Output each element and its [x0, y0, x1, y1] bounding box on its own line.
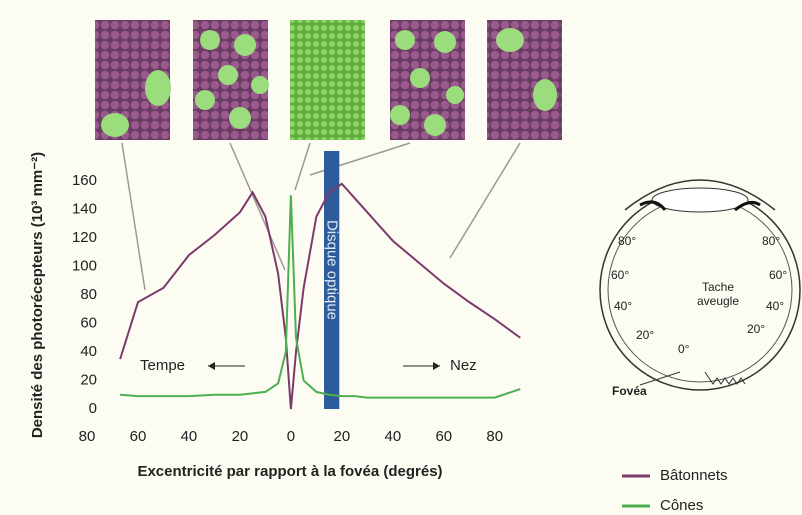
eye-label: Fovéa [612, 384, 647, 398]
y-axis-label: Densité des photorécepteurs (10³ mm⁻²) [29, 152, 46, 438]
eye-label: 60° [769, 268, 787, 282]
y-tick-label: 0 [89, 400, 97, 417]
x-axis-label: Excentricité par rapport à la fovéa (deg… [137, 463, 442, 480]
y-tick-label: 160 [72, 172, 97, 189]
y-tick-label: 80 [80, 286, 97, 303]
x-tick-label: 20 [232, 428, 249, 445]
y-tick-label: 20 [80, 371, 97, 388]
eye-label: 40° [614, 299, 632, 313]
eye-label: 40° [766, 299, 784, 313]
optic-disc-label: Disque optique [324, 220, 341, 320]
eye-label: 20° [636, 328, 654, 342]
eye-diagram: 80° 60° 40° 20° 0° 20° 40° 60° 80° Tache… [599, 179, 801, 398]
x-tick-label: 60 [130, 428, 147, 445]
arrow-head [433, 362, 440, 370]
x-tick-label: 0 [287, 428, 295, 445]
y-tick-label: 40 [80, 343, 97, 360]
y-tick-label: 100 [72, 257, 97, 274]
series-line [120, 195, 521, 399]
arrow-head [208, 362, 215, 370]
eye-label: 80° [762, 234, 780, 248]
y-tick-label: 120 [72, 229, 97, 246]
y-tick-label: 140 [72, 200, 97, 217]
x-tick-label: 80 [79, 428, 96, 445]
optic-disc [324, 151, 340, 409]
y-tick-label: 60 [80, 314, 97, 331]
x-tick-label: 20 [334, 428, 351, 445]
x-tick-label: 40 [384, 428, 401, 445]
eye-label: 80° [618, 234, 636, 248]
legend-label: Bâtonnets [660, 467, 728, 484]
series-line [119, 182, 521, 410]
eye-label: Tache [702, 280, 734, 294]
legend-label: Cônes [660, 497, 703, 514]
annotation: Tempe [140, 357, 185, 374]
x-tick-label: 40 [181, 428, 198, 445]
x-tick-label: 80 [486, 428, 503, 445]
annotation: Nez [450, 357, 477, 374]
eye-label: 0° [678, 342, 690, 356]
mosaics [95, 20, 562, 291]
eye-label: 60° [611, 268, 629, 282]
eye-label: aveugle [697, 294, 739, 308]
eye-label: 20° [747, 322, 765, 336]
x-tick-label: 60 [435, 428, 452, 445]
